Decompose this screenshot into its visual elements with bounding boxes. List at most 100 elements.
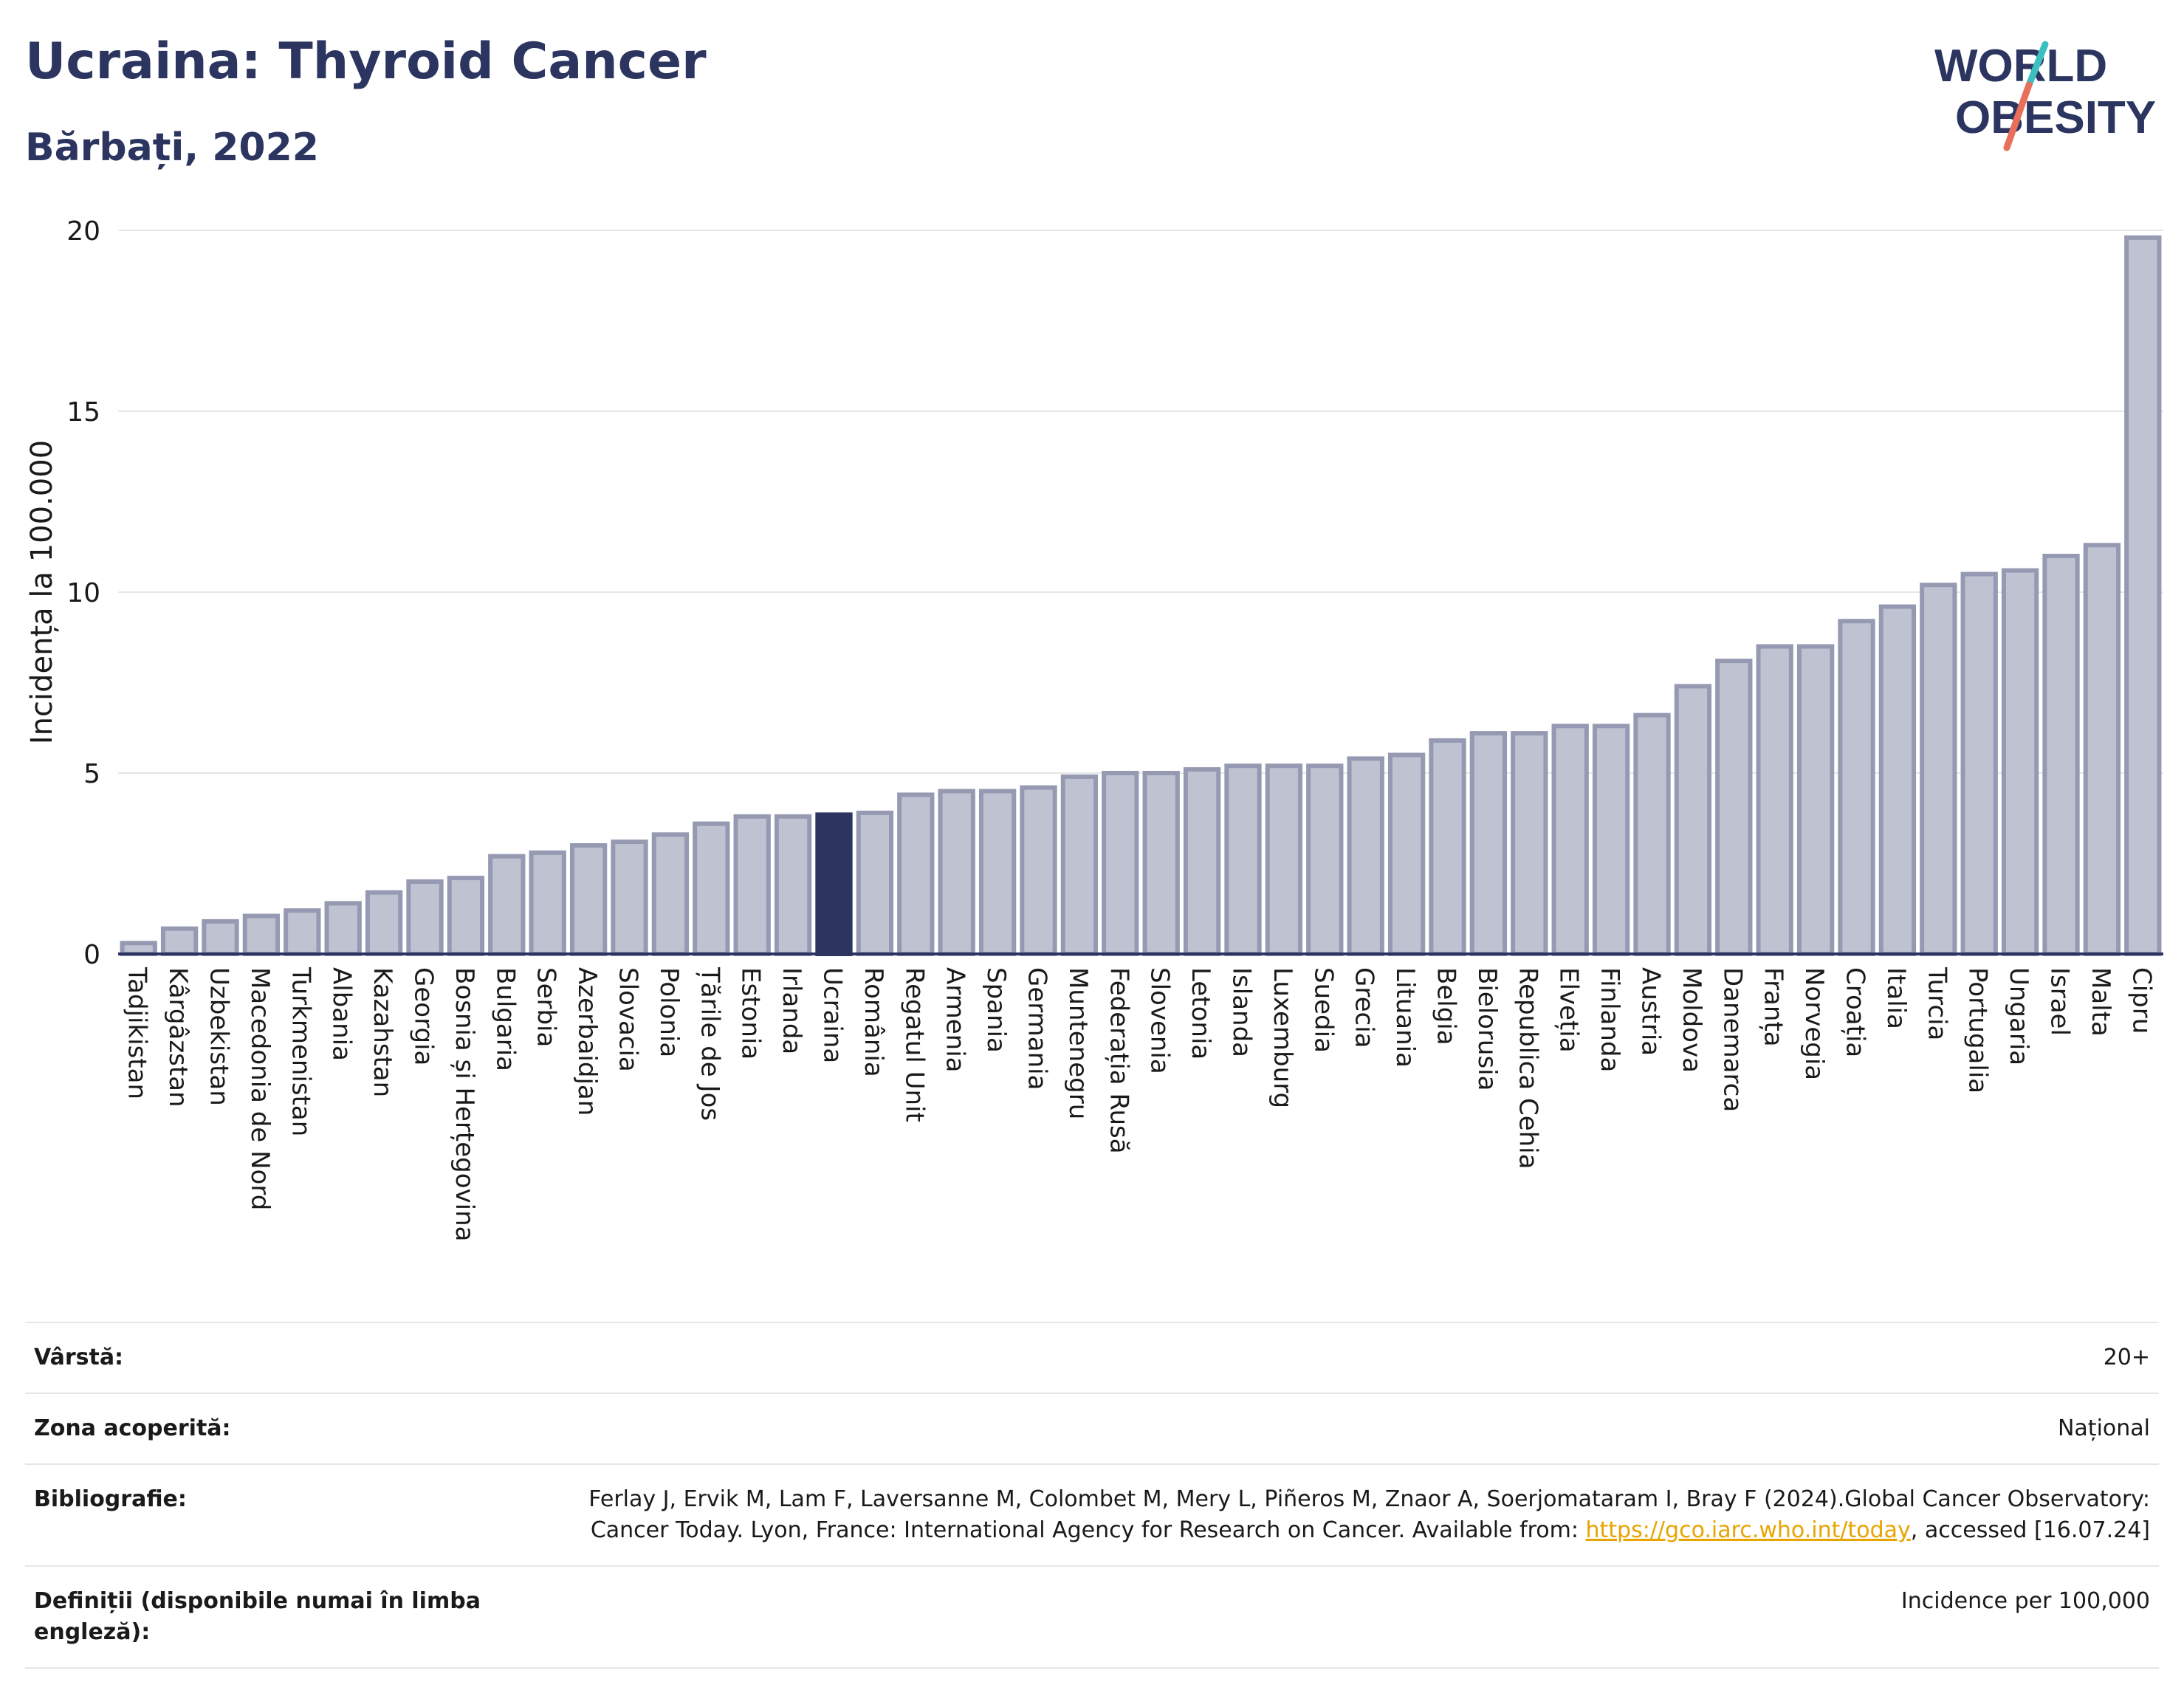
x-tick-label: Muntenegru (1063, 967, 1093, 1119)
x-tick-label: Irlanda (777, 967, 806, 1054)
x-tick-label: Turkmenistan (286, 967, 315, 1136)
x-tick-label: Slovacia (614, 967, 643, 1072)
bar (365, 890, 403, 956)
bar (569, 843, 608, 956)
x-tick-label: Letonia (1186, 967, 1215, 1060)
bar (324, 901, 362, 957)
meta-row-definitions: Definiții (disponibile numai în limba en… (25, 1565, 2159, 1669)
x-tick-label: Polonia (654, 967, 684, 1057)
bar (1469, 731, 1508, 956)
x-tick-label: Tadjikistan (123, 967, 152, 1099)
y-tick-label: 5 (83, 759, 100, 789)
bar (1920, 583, 1957, 956)
x-tick-label: Belgia (1432, 967, 1461, 1046)
x-tick-label: Ucraina (818, 967, 848, 1063)
logo-line2: OBESITY (1955, 92, 2156, 143)
bar (1224, 763, 1262, 956)
x-tick-label: Azerbaidjan (572, 967, 602, 1116)
bar (529, 850, 566, 957)
bar (488, 854, 526, 956)
source-link[interactable]: https://gco.iarc.who.int/today (1585, 1517, 1911, 1543)
meta-row-age: Vârstă: 20+ (25, 1322, 2159, 1393)
bar (447, 876, 485, 956)
bar (1387, 752, 1426, 956)
x-tick-label: Macedonia de Nord (245, 967, 275, 1210)
x-tick-label: Malta (2086, 967, 2115, 1037)
x-tick-label: Cipru (2126, 967, 2156, 1034)
bibliography-accessed: , accessed [16.07.24] (1910, 1517, 2150, 1543)
bar (774, 814, 812, 957)
x-tick-label: Suedia (1308, 967, 1338, 1053)
bar (2124, 235, 2162, 956)
y-tick-label: 20 (66, 216, 100, 247)
bar (242, 913, 281, 957)
x-tick-label: Israel (2045, 967, 2075, 1036)
x-tick-label: Grecia (1350, 967, 1379, 1048)
page-subtitle: Bărbați, 2022 (25, 126, 319, 170)
x-tick-label: Portugalia (1963, 967, 1993, 1094)
x-tick-label: Armenia (941, 967, 970, 1073)
logo-line1: WORLD (1934, 41, 2107, 92)
x-tick-label: Croația (1841, 967, 1870, 1057)
bar-chart: 0 5 10 15 20 Incidența la 100.000 Tadjikistan K… (25, 216, 2163, 1242)
bar (2042, 554, 2080, 956)
bar (1878, 604, 1917, 956)
x-tick-label: Germania (1023, 967, 1052, 1090)
bar (1347, 756, 1384, 957)
meta-label: Vârstă: (34, 1345, 124, 1370)
bar (1960, 571, 1998, 956)
meta-value: 20+ (2103, 1345, 2150, 1370)
bar (284, 908, 321, 956)
x-tick-label: Bielorusia (1472, 967, 1502, 1091)
meta-label: Zona acoperită: (34, 1415, 231, 1441)
bar-highlighted (815, 812, 853, 956)
bar (693, 821, 730, 956)
bar (938, 789, 975, 956)
bar (1060, 774, 1099, 957)
x-tick-label: Franța (1759, 967, 1788, 1047)
x-tick-label: Moldova (1677, 967, 1706, 1073)
meta-row-bibliography: Bibliografie: Ferlay J, Ervik M, Lam F, … (25, 1463, 2159, 1565)
x-tick-label: Estonia (736, 967, 766, 1060)
x-tick-label: Danemarca (1717, 967, 1747, 1112)
bar (1102, 771, 1139, 956)
x-tick-label: Finlanda (1595, 967, 1624, 1072)
page-title: Ucraina: Thyroid Cancer (25, 32, 707, 91)
x-tick-label: Kazahstan (368, 967, 397, 1097)
bar (897, 792, 935, 957)
x-tick-label: Lituania (1390, 967, 1420, 1068)
x-tick-label: Serbia (532, 967, 561, 1047)
bar (120, 941, 157, 957)
x-tick-label: Uzbekistan (205, 967, 234, 1106)
x-tick-label: Georgia (409, 967, 439, 1065)
bar (1756, 644, 1793, 956)
x-tick-label: Albania (327, 967, 357, 1061)
x-tick-label: Elveția (1554, 967, 1584, 1053)
bar (978, 789, 1017, 956)
x-tick-label: Țările de Jos (695, 967, 724, 1121)
y-axis-label: Incidența la 100.000 (25, 440, 59, 744)
x-tick-label: România (859, 967, 888, 1077)
bar (2083, 543, 2121, 956)
bar (733, 814, 771, 957)
bar (856, 810, 894, 957)
x-tick-label: Regatul Unit (899, 967, 929, 1122)
x-tick-label: Norvegia (1799, 967, 1829, 1080)
bar (1429, 738, 1466, 957)
bibliography-text: Ferlay J, Ervik M, Lam F, Laversanne M, … (588, 1486, 2150, 1543)
y-tick-label: 0 (83, 940, 100, 970)
x-tick-label: Austria (1636, 967, 1666, 1056)
x-tick-label: Ungaria (2004, 967, 2033, 1065)
x-tick-label: Republica Cehia (1513, 967, 1542, 1169)
meta-value: Național (2057, 1415, 2150, 1441)
bar (1674, 684, 1712, 957)
bar (1265, 763, 1303, 956)
x-tick-label: Islanda (1227, 967, 1257, 1057)
bar (1306, 763, 1344, 956)
bar (1592, 724, 1630, 956)
x-tick-label: Luxemburg (1268, 967, 1297, 1108)
bar (1796, 644, 1835, 956)
bar (651, 832, 690, 957)
bar (2001, 568, 2039, 956)
bar (1838, 619, 1875, 956)
